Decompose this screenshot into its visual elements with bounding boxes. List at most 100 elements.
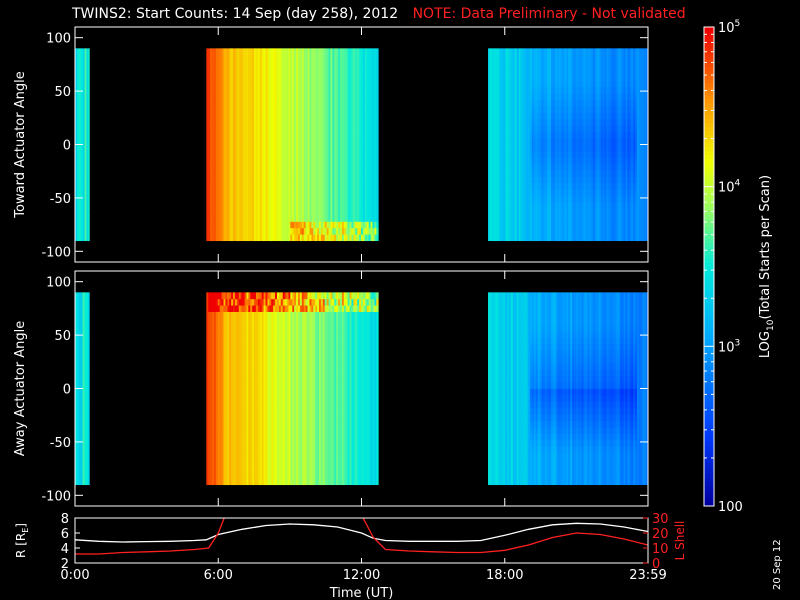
heatmap-cell [278, 221, 282, 229]
heatmap-cell [229, 208, 232, 216]
heatmap-cell [610, 138, 613, 145]
heatmap-cell [263, 234, 266, 242]
heatmap-cell [286, 163, 289, 171]
heatmap-cell [549, 118, 552, 126]
heatmap-cell [305, 112, 308, 120]
heatmap-cell [374, 208, 377, 216]
heatmap-cell [296, 227, 299, 235]
heatmap-cell [552, 93, 556, 101]
heatmap-cell [317, 195, 320, 203]
heatmap-cell [273, 182, 276, 190]
heatmap-cell [554, 74, 558, 81]
heatmap-cell [248, 189, 251, 197]
heatmap-cell [248, 131, 251, 139]
heatmap-cell [315, 157, 318, 165]
heatmap-cell [286, 221, 289, 229]
heatmap-cell [242, 118, 245, 126]
heatmap-cell [539, 54, 542, 62]
heatmap-cell [231, 106, 234, 113]
heatmap-cell [488, 112, 491, 120]
heatmap-cell [242, 227, 245, 235]
heatmap-cell [313, 176, 316, 184]
heatmap-cell [299, 189, 303, 197]
heatmap-cell [290, 202, 293, 209]
heatmap-cell [526, 118, 529, 126]
heatmap-cell [545, 234, 548, 242]
heatmap-cell [374, 138, 377, 145]
heatmap-cell [305, 106, 308, 113]
heatmap-cell [497, 106, 500, 113]
heatmap-cell [311, 202, 314, 209]
heatmap-cell [275, 202, 278, 209]
heatmap-cell [612, 67, 615, 75]
heatmap-cell [510, 138, 514, 145]
heatmap-cell [512, 125, 516, 133]
heatmap-cell [213, 118, 217, 126]
heatmap-cell [573, 157, 577, 165]
heatmap-cell [528, 48, 531, 56]
heatmap-cell [240, 86, 244, 94]
heatmap-cell [212, 112, 215, 120]
heatmap-cell [210, 138, 213, 145]
heatmap-cell [292, 99, 295, 107]
heatmap-cell [303, 195, 307, 203]
heatmap-cell [545, 54, 548, 62]
heatmap-cell [353, 170, 356, 177]
heatmap-cell [541, 202, 544, 209]
heatmap-cell [338, 67, 341, 75]
heatmap-cell [493, 125, 497, 133]
heatmap-cell [265, 170, 268, 177]
heatmap-cell [257, 86, 261, 94]
heatmap-cell [503, 125, 506, 133]
heatmap-cell [269, 227, 272, 235]
heatmap-cell [353, 176, 356, 184]
heatmap-cell [347, 150, 350, 158]
heatmap-cell [254, 67, 257, 75]
heatmap-cell [355, 48, 358, 56]
heatmap-cell [313, 54, 316, 62]
heatmap-cell [88, 61, 90, 68]
heatmap-cell [217, 195, 221, 203]
heatmap-cell [301, 234, 305, 242]
heatmap-cell [491, 176, 495, 184]
heatmap-cell [583, 215, 586, 222]
heatmap-cell [547, 67, 550, 75]
heatmap-cell [309, 150, 312, 158]
heatmap-cell [372, 125, 375, 133]
heatmap-cell [575, 227, 579, 235]
heatmap-cell [570, 195, 573, 203]
heatmap-cell [252, 215, 255, 222]
heatmap-cell [276, 61, 280, 68]
heatmap-cell [284, 61, 287, 68]
heatmap-cell [319, 99, 322, 107]
heatmap-cell [593, 176, 596, 184]
heatmap-cell [512, 182, 516, 190]
heatmap-cell [509, 118, 512, 126]
heatmap-cell [267, 150, 270, 158]
heatmap-cell [598, 157, 602, 165]
heatmap-cell [488, 131, 491, 139]
heatmap-cell [76, 202, 80, 209]
heatmap-cell [573, 125, 577, 133]
heatmap-cell [539, 99, 542, 107]
heatmap-cell [566, 208, 569, 216]
heatmap-cell [518, 106, 521, 113]
heatmap-cell [610, 227, 613, 235]
heatmap-cell [512, 99, 516, 107]
heatmap-cell [366, 189, 370, 197]
heatmap-cell [334, 202, 337, 209]
heatmap-cell [297, 144, 301, 152]
heatmap-cell [259, 61, 263, 68]
heatmap-cell [86, 144, 89, 152]
heatmap-cell [252, 125, 255, 133]
heatmap-cell [370, 125, 373, 133]
heatmap-cell [604, 170, 607, 177]
heatmap-cell [372, 234, 375, 242]
heatmap-cell [510, 48, 514, 56]
heatmap-cell [608, 112, 611, 120]
heatmap-cell [374, 106, 377, 113]
heatmap-cell [336, 195, 339, 203]
heatmap-cell [347, 61, 350, 68]
heatmap-cell [286, 234, 289, 242]
heatmap-cell [307, 86, 310, 94]
